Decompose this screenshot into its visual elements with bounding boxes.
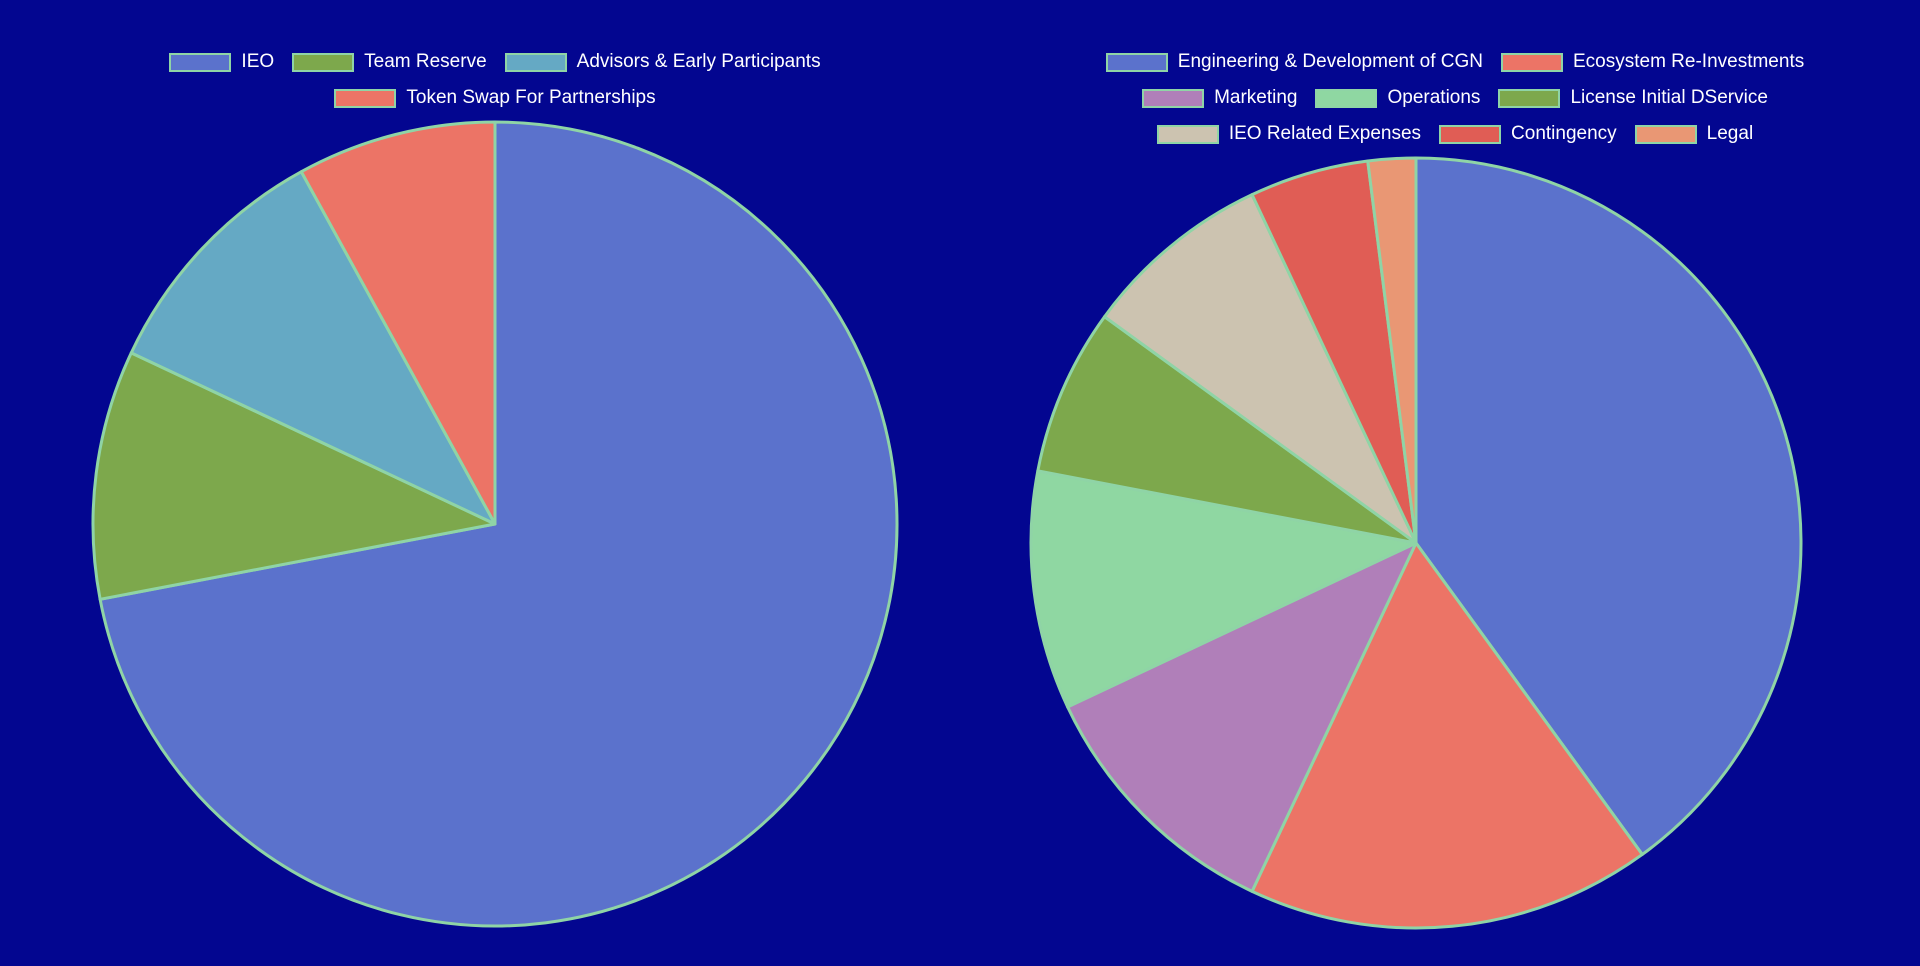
legend-swatch bbox=[1142, 89, 1204, 108]
legend-item-contingency[interactable]: Contingency bbox=[1439, 123, 1617, 145]
legend-swatch bbox=[1498, 89, 1560, 108]
chart-token-distribution: IEO Team Reserve Advisors & Early Particip… bbox=[0, 0, 990, 966]
legend-item-engineering-and-development-of-cgn[interactable]: Engineering & Development of CGN bbox=[1106, 51, 1483, 73]
legend-swatch bbox=[1635, 125, 1697, 144]
pie-svg-left bbox=[0, 0, 990, 966]
legend-swatch bbox=[1501, 53, 1563, 72]
legend-right: Engineering & Development of CGN Ecosyste… bbox=[990, 44, 1920, 152]
legend-swatch bbox=[505, 53, 567, 72]
legend-item-ieo-related-expenses[interactable]: IEO Related Expenses bbox=[1157, 123, 1421, 145]
chart-fund-allocation: Engineering & Development of CGN Ecosyste… bbox=[990, 0, 1920, 966]
legend-swatch bbox=[334, 89, 396, 108]
legend-label: Contingency bbox=[1511, 123, 1617, 145]
legend-row: Marketing Operations License Initial DServ… bbox=[1133, 80, 1777, 116]
legend-row: IEO Related Expenses Contingency Legal bbox=[1148, 116, 1762, 152]
legend-swatch bbox=[1439, 125, 1501, 144]
legend-label: License Initial DService bbox=[1570, 87, 1767, 109]
legend-item-ecosystem-re-investments[interactable]: Ecosystem Re-Investments bbox=[1501, 51, 1804, 73]
legend-label: Legal bbox=[1707, 123, 1754, 145]
legend-label: IEO bbox=[241, 51, 274, 73]
legend-label: Engineering & Development of CGN bbox=[1178, 51, 1483, 73]
legend-label: Marketing bbox=[1214, 87, 1297, 109]
legend-swatch bbox=[169, 53, 231, 72]
legend-label: Ecosystem Re-Investments bbox=[1573, 51, 1804, 73]
legend-item-license-initial-dservice[interactable]: License Initial DService bbox=[1498, 87, 1767, 109]
legend-row: Engineering & Development of CGN Ecosyste… bbox=[1097, 44, 1813, 80]
legend-label: Token Swap For Partnerships bbox=[406, 87, 655, 109]
legend-item-token-swap-for-partnerships[interactable]: Token Swap For Partnerships bbox=[334, 87, 655, 109]
legend-item-marketing[interactable]: Marketing bbox=[1142, 87, 1297, 109]
legend-swatch bbox=[1157, 125, 1219, 144]
legend-left: IEO Team Reserve Advisors & Early Particip… bbox=[0, 44, 990, 116]
legend-swatch bbox=[1106, 53, 1168, 72]
legend-label: Advisors & Early Participants bbox=[577, 51, 821, 73]
legend-label: Operations bbox=[1387, 87, 1480, 109]
legend-item-team-reserve[interactable]: Team Reserve bbox=[292, 51, 487, 73]
legend-row: Token Swap For Partnerships bbox=[325, 80, 664, 116]
legend-swatch bbox=[292, 53, 354, 72]
legend-item-advisors-and-early-participants[interactable]: Advisors & Early Participants bbox=[505, 51, 821, 73]
legend-swatch bbox=[1315, 89, 1377, 108]
legend-row: IEO Team Reserve Advisors & Early Particip… bbox=[160, 44, 829, 80]
legend-item-legal[interactable]: Legal bbox=[1635, 123, 1754, 145]
legend-item-ieo[interactable]: IEO bbox=[169, 51, 274, 73]
legend-item-operations[interactable]: Operations bbox=[1315, 87, 1480, 109]
legend-label: Team Reserve bbox=[364, 51, 487, 73]
legend-label: IEO Related Expenses bbox=[1229, 123, 1421, 145]
